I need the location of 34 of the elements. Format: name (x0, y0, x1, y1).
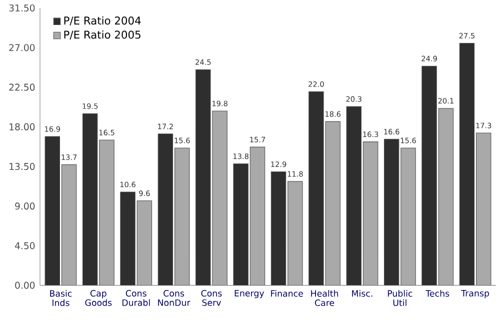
y-tick-label: 13.50 (10, 163, 35, 170)
x-tick-label: Finance (271, 290, 303, 297)
bar (438, 108, 454, 286)
bar (476, 132, 492, 286)
y-tick-label: 22.50 (9, 84, 35, 91)
x-tick-label: Cons Durabl (122, 290, 150, 306)
y-tick-label: 31.50 (9, 4, 35, 12)
y-tick-label: 4.50 (14, 242, 35, 250)
x-tick-label: Misc. (352, 290, 372, 297)
y-tick-label: 18.00 (10, 123, 35, 131)
bar (61, 164, 77, 286)
x-tick-label: Cons NonDur (158, 290, 190, 306)
y-tick-label: 9.00 (15, 202, 35, 210)
bar (212, 110, 228, 286)
bar (136, 200, 152, 286)
x-tick-label: Cap Goods (85, 290, 112, 306)
legend-label: P/E Ratio 2005 (64, 30, 140, 40)
x-tick-label: Transp (461, 290, 490, 298)
x-tick-label: Public Util (388, 290, 412, 306)
x-tick-label: Energy (234, 290, 264, 298)
y-tick-label: 0.00 (15, 282, 35, 289)
x-tick-label: Health Care (311, 290, 338, 306)
legend-label: P/E Ratio 2004 (64, 16, 141, 26)
bar (174, 148, 190, 286)
x-tick-label: Techs (426, 290, 450, 297)
bar (325, 121, 340, 286)
bar (250, 146, 266, 286)
bar (99, 140, 114, 286)
bar (400, 148, 416, 286)
bar (288, 181, 303, 286)
bar (362, 142, 378, 286)
x-tick-label: Cons Serv (201, 290, 222, 306)
y-tick-label: 27.00 (9, 44, 35, 52)
x-tick-label: Basic Inds (50, 290, 72, 306)
